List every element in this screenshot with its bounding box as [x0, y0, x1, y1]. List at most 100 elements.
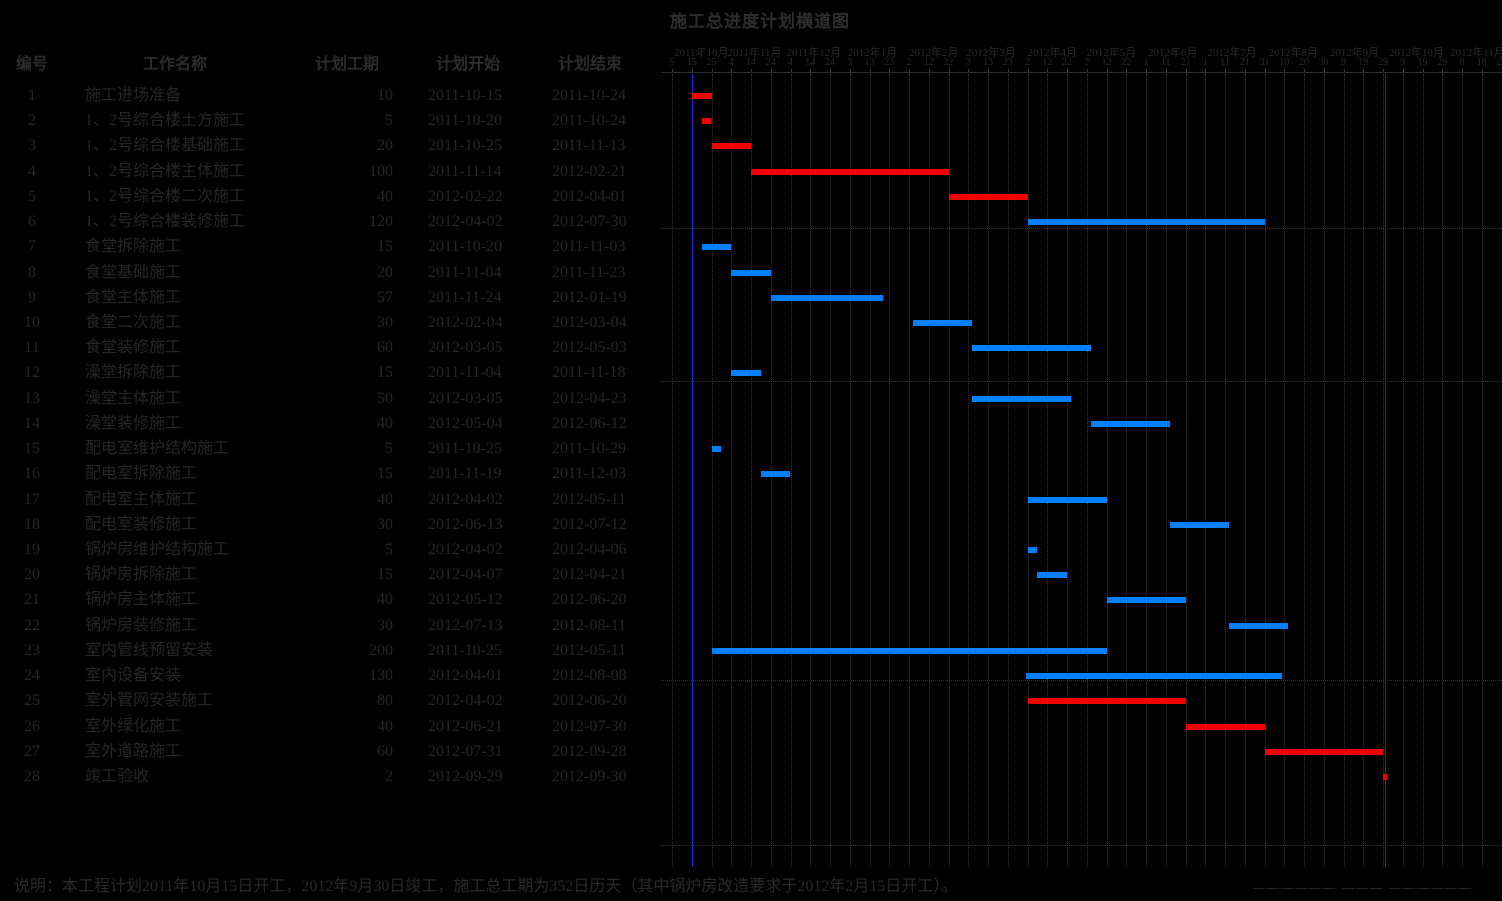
- task-name-cell: 食堂主体施工: [85, 288, 182, 306]
- task-end-cell: 2011-11-13: [552, 137, 626, 155]
- gantt-bar: [1027, 698, 1186, 705]
- gridline-vertical: [869, 74, 871, 866]
- col-header-name: 工作名称: [142, 56, 207, 73]
- month-label: 2012年5月: [1086, 47, 1137, 59]
- task-id-cell: 17: [24, 490, 40, 508]
- task-start-cell: 2012-03-05: [428, 389, 503, 407]
- task-id-cell: 16: [24, 465, 40, 483]
- task-end-cell: 2012-09-28: [552, 742, 627, 760]
- day-tick-label: 8: [1459, 57, 1465, 68]
- task-name-cell: 室外绿化施工: [85, 717, 182, 735]
- day-tick-mark: [810, 69, 812, 72]
- task-start-cell: 2011-10-25: [428, 440, 503, 458]
- day-tick-label: 23: [1002, 57, 1013, 68]
- day-tick-mark: [1323, 69, 1325, 72]
- gridline-vertical: [810, 74, 812, 866]
- task-start-cell: 2012-04-02: [428, 692, 503, 710]
- task-start-cell: 2012-09-29: [428, 767, 503, 785]
- task-start-cell: 2011-11-04: [428, 364, 502, 382]
- task-start-cell: 2011-10-20: [428, 238, 503, 256]
- task-id-cell: 21: [24, 591, 40, 609]
- day-tick-label: 14: [805, 57, 816, 68]
- day-tick-label: 3: [965, 57, 971, 68]
- task-id-cell: 28: [24, 767, 40, 785]
- gantt-bar: [711, 446, 722, 453]
- month-label: 2012年2月: [909, 47, 959, 59]
- task-name-cell: 1、2号综合楼土方施工: [85, 112, 246, 130]
- day-tick-mark: [1383, 69, 1384, 72]
- task-end-cell: 2012-09-30: [552, 767, 627, 785]
- gridline-vertical: [1323, 74, 1325, 866]
- day-tick-label: 10: [1279, 57, 1290, 68]
- month-label: 2012年9月: [1329, 47, 1380, 59]
- task-start-cell: 2012-07-31: [428, 742, 503, 760]
- task-duration-cell: 40: [377, 591, 393, 609]
- task-name-cell: 食堂二次施工: [85, 314, 182, 331]
- gantt-bar: [1106, 597, 1186, 604]
- task-duration-cell: 15: [377, 238, 393, 256]
- day-tick-mark: [1304, 69, 1305, 72]
- gridline-vertical: [1284, 74, 1286, 866]
- gantt-bar: [731, 370, 761, 377]
- task-name-cell: 澡堂主体施工: [85, 389, 182, 407]
- task-start-cell: 2012-04-02: [428, 541, 503, 558]
- task-id-cell: 11: [24, 339, 40, 357]
- task-name-cell: 配电室拆除施工: [85, 465, 198, 483]
- task-duration-cell: 40: [377, 414, 393, 432]
- gridline-vertical: [830, 74, 831, 866]
- gridline-vertical: [1047, 74, 1049, 866]
- axis-line: [661, 72, 1502, 73]
- day-tick-mark: [948, 69, 950, 72]
- gantt-bar: [1185, 723, 1265, 730]
- task-duration-cell: 20: [377, 137, 393, 155]
- task-start-cell: 2012-04-07: [428, 566, 503, 584]
- gridline-vertical: [1363, 74, 1365, 866]
- watermark: —————— ——— ——————: [1253, 880, 1473, 894]
- task-duration-cell: 80: [377, 692, 393, 710]
- task-duration-cell: 2: [385, 767, 393, 785]
- gridline-vertical: [751, 74, 752, 866]
- task-duration-cell: 50: [377, 389, 393, 407]
- task-id-cell: 15: [24, 440, 40, 458]
- task-start-cell: 2012-02-04: [428, 314, 503, 331]
- task-name-cell: 澡堂拆除施工: [85, 364, 182, 382]
- gantt-bar: [701, 244, 732, 251]
- gantt-bar: [770, 294, 884, 301]
- gridline-vertical: [1402, 74, 1404, 866]
- task-end-cell: 2012-05-11: [552, 641, 627, 659]
- day-tick-label: 19: [1358, 57, 1369, 68]
- task-end-cell: 2012-07-30: [552, 213, 627, 231]
- gridline-vertical: [1343, 74, 1345, 866]
- gantt-bar: [760, 471, 791, 478]
- gantt-bar: [1027, 547, 1038, 553]
- day-tick-label: 2: [906, 57, 912, 68]
- gridline-vertical: [1185, 74, 1187, 866]
- gridline-vertical: [968, 74, 970, 866]
- day-tick-label: 21: [1239, 57, 1250, 68]
- day-tick-mark: [1106, 69, 1108, 72]
- gantt-bar: [1027, 219, 1265, 226]
- task-start-cell: 2012-05-04: [428, 414, 503, 432]
- gantt-bar: [1037, 572, 1067, 579]
- task-end-cell: 2012-04-21: [552, 566, 627, 584]
- task-id-cell: 22: [24, 616, 40, 634]
- task-name-cell: 锅炉房主体施工: [85, 591, 198, 609]
- day-tick-label: 9: [1341, 57, 1346, 68]
- task-end-cell: 2011-10-29: [552, 440, 627, 458]
- task-duration-cell: 30: [377, 616, 393, 634]
- task-name-cell: 室外道路施工: [85, 742, 182, 760]
- task-id-cell: 2: [28, 112, 36, 130]
- task-id-cell: 8: [28, 263, 36, 281]
- month-label: 2012年10月: [1388, 47, 1444, 59]
- task-duration-cell: 15: [377, 465, 393, 483]
- task-duration-cell: 30: [377, 515, 393, 533]
- task-name-cell: 锅炉房维护结构施工: [85, 541, 230, 558]
- task-id-cell: 7: [28, 238, 36, 256]
- day-tick-mark: [1481, 69, 1483, 72]
- gantt-bar: [731, 269, 771, 276]
- day-tick-label: 13: [983, 57, 993, 68]
- day-tick-mark: [790, 69, 792, 72]
- gantt-bar: [972, 395, 1071, 402]
- task-name-cell: 食堂装修施工: [85, 339, 182, 357]
- day-tick-label: 24: [765, 57, 776, 68]
